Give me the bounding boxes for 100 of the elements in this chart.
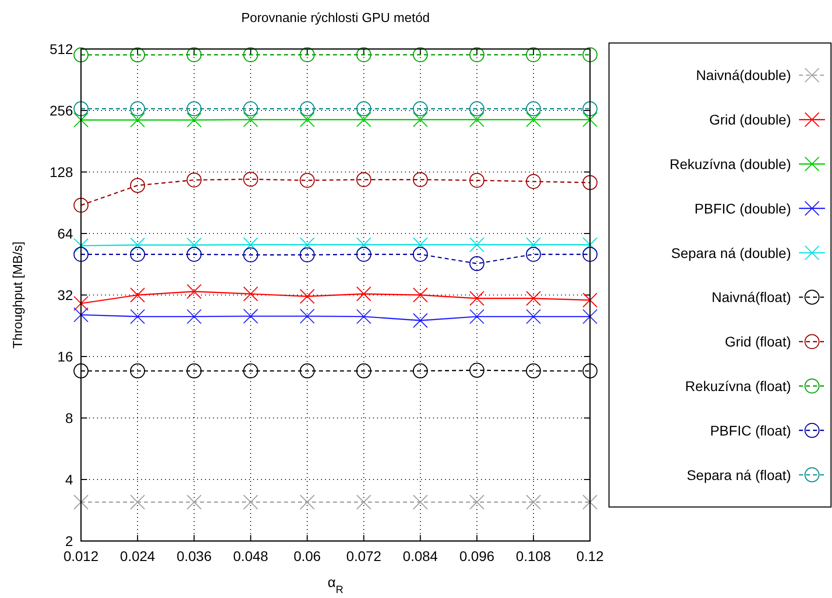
point: [186, 363, 202, 378]
y-tick-label: 128: [50, 164, 74, 180]
point: [356, 237, 372, 252]
point: [130, 101, 146, 116]
point: [582, 112, 598, 128]
point: [412, 288, 428, 302]
point: [356, 363, 372, 378]
x-tick-label: 0.024: [120, 548, 156, 564]
x-tick-label: 0.048: [233, 548, 268, 564]
point: [74, 198, 88, 213]
y-tick-label: 8: [65, 410, 74, 426]
point: [300, 172, 315, 188]
point: [186, 47, 202, 62]
point: [582, 101, 598, 116]
point: [300, 494, 315, 510]
point: [243, 308, 258, 324]
y-tick-label: 2: [65, 533, 74, 549]
point: [582, 363, 598, 378]
point: [243, 172, 258, 187]
point: [300, 47, 315, 62]
point: [582, 309, 598, 324]
y-tick-label: 512: [50, 41, 74, 57]
y-axis-title: Throughput [MB/s]: [10, 242, 25, 348]
point: [356, 309, 372, 324]
legend-label: Separa ná (double): [671, 244, 791, 261]
point: [186, 309, 202, 324]
point: [300, 237, 315, 252]
point: [526, 494, 541, 510]
legend-label: Rekuzívna (float): [685, 378, 791, 394]
point: [412, 172, 428, 188]
y-tick-label: 4: [65, 472, 74, 488]
point: [74, 363, 88, 378]
point: [469, 172, 484, 188]
x-tick-label: 0.06: [294, 548, 322, 564]
point: [526, 363, 541, 378]
point: [526, 174, 541, 189]
point: [186, 112, 202, 128]
point: [356, 246, 372, 262]
point: [526, 101, 541, 116]
point: [130, 363, 146, 378]
legend-label: Naivná(float): [712, 289, 791, 306]
point: [526, 246, 541, 262]
point: [412, 363, 428, 378]
point: [412, 112, 428, 128]
point: [300, 288, 315, 304]
point: [243, 237, 258, 252]
point: [412, 101, 428, 116]
x-axis-title: α$_{R}$: [328, 574, 344, 596]
y-tick-label: 64: [57, 226, 74, 242]
point: [356, 101, 372, 116]
point: [526, 47, 541, 62]
point: [300, 101, 315, 116]
y-tick-label: 32: [57, 287, 74, 303]
point: [186, 494, 202, 510]
x-tick-label: 0.036: [176, 548, 212, 564]
legend-label: Rekuzívna (double): [670, 156, 791, 172]
point: [130, 309, 146, 324]
point: [412, 246, 428, 262]
point: [186, 172, 202, 188]
point: [74, 112, 88, 128]
point: [526, 112, 541, 128]
point: [243, 494, 258, 510]
point: [74, 246, 88, 262]
point: [130, 178, 146, 193]
legend-label: PBFIC (double): [694, 200, 791, 216]
point: [469, 237, 484, 252]
point: [412, 47, 428, 62]
point: [130, 288, 146, 302]
point: [356, 286, 372, 302]
point: [469, 362, 484, 378]
point: [243, 286, 258, 302]
point: [243, 363, 258, 378]
point: [186, 238, 202, 253]
point: [130, 238, 146, 253]
x-tick-label: 0.12: [576, 548, 604, 564]
point: [469, 47, 484, 62]
chart-title: Porovnanie rýchlosti GPU metód: [241, 10, 430, 25]
legend-label: Grid (float): [724, 334, 791, 350]
x-tick-label: 0.096: [459, 548, 495, 564]
point: [469, 290, 484, 306]
point: [300, 308, 315, 324]
point: [74, 101, 88, 116]
point: [186, 284, 202, 299]
point: [356, 494, 372, 510]
point: [74, 238, 88, 254]
point: [243, 112, 258, 128]
point: [243, 47, 258, 62]
legend-label: Grid (double): [709, 112, 791, 128]
point: [130, 246, 146, 262]
legend-label: Naivná(double): [696, 67, 791, 84]
point: [300, 247, 315, 262]
point: [130, 47, 146, 62]
point: [356, 47, 372, 62]
point: [74, 296, 88, 311]
point: [582, 246, 598, 262]
point: [412, 494, 428, 510]
point: [582, 47, 598, 62]
point: [526, 290, 541, 306]
point: [582, 494, 598, 510]
point: [300, 363, 315, 378]
